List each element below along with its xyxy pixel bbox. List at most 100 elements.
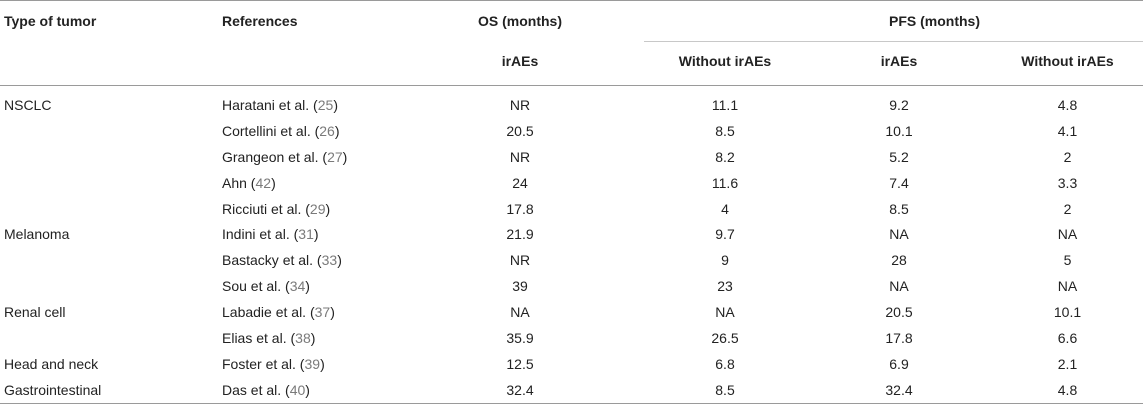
cell-os-without-iraes: 9.7 — [715, 226, 735, 243]
header-os-group: OS (months) — [396, 0, 644, 42]
cell-pfs-without-iraes: 4.8 — [992, 376, 1143, 404]
cell-pfs-iraes: 10.1 — [885, 122, 913, 139]
cell-os-iraes: NA — [510, 304, 530, 321]
cell-pfs-iraes: NA — [889, 278, 909, 295]
cell-tumor-type — [0, 247, 222, 273]
cell-os-iraes: 17.8 — [506, 200, 534, 217]
cell-os-without-iraes: 8.5 — [715, 122, 735, 139]
reference-number-link[interactable]: 31 — [298, 226, 314, 243]
cell-reference: Bastacky et al. (33) — [222, 252, 342, 269]
cell-os-without-iraes: 23 — [717, 278, 733, 295]
reference-author: Das et al. — [222, 381, 282, 398]
cell-pfs-iraes: NA — [889, 226, 909, 243]
cell-pfs-iraes: 32.4 — [806, 376, 992, 404]
cell-reference: Elias et al. (38) — [222, 329, 316, 346]
reference-author: Sou et al. — [222, 278, 282, 295]
reference-number-link[interactable]: 29 — [309, 200, 326, 217]
subheader-os-without-iraes: Without irAEs — [644, 41, 806, 80]
cell-pfs-iraes: 28 — [891, 252, 907, 269]
cell-os-iraes: NR — [509, 96, 531, 113]
reference-number-link[interactable]: 25 — [317, 96, 334, 113]
cell-os-iraes: 24 — [512, 174, 528, 191]
cell-pfs-without-iraes: 4.8 — [1057, 96, 1078, 113]
subheader-pfs-without-iraes: Without irAEs — [992, 41, 1143, 80]
cell-os-iraes: NR — [509, 252, 531, 269]
cell-pfs-without-iraes: 5 — [1063, 252, 1072, 269]
cell-tumor-type: Renal cell — [4, 304, 66, 321]
reference-number-link[interactable]: 26 — [319, 122, 335, 139]
reference-number-link[interactable]: 33 — [321, 252, 338, 269]
cell-pfs-iraes: 17.8 — [885, 329, 913, 346]
reference-number-link[interactable]: 37 — [314, 304, 331, 321]
cell-reference: Sou et al. (34) — [222, 278, 310, 295]
cell-os-without-iraes: 26.5 — [711, 329, 739, 346]
reference-author: Indini et al. — [222, 226, 290, 243]
cell-os-without-iraes: 9 — [721, 252, 729, 269]
cell-os-without-iraes: NA — [715, 304, 735, 321]
table-row: NSCLC Haratani et al. (25) NR 11.1 9.2 4.8 — [0, 92, 1143, 118]
cell-os-without-iraes: 11.6 — [711, 174, 739, 191]
cell-tumor-type — [0, 118, 222, 144]
cell-tumor-type: Gastrointestinal — [0, 376, 222, 404]
cell-os-without-iraes: 11.1 — [711, 96, 739, 113]
reference-number-link[interactable]: 34 — [289, 278, 306, 295]
cell-tumor-type — [0, 273, 222, 299]
cell-tumor-type: Head and neck — [4, 355, 99, 372]
cell-pfs-iraes: 6.9 — [889, 355, 909, 372]
cell-pfs-iraes: 8.5 — [889, 200, 909, 217]
reference-number-link[interactable]: 39 — [304, 355, 321, 372]
cell-tumor-type — [0, 170, 222, 196]
table-row: Melanoma Indini et al. (31) 21.9 9.7 NA NA — [0, 221, 1143, 247]
cell-reference: Ricciuti et al. (29) — [222, 200, 331, 217]
table-row: Ricciuti et al. (29) 17.8 4 8.5 2 — [0, 196, 1143, 222]
cell-tumor-type: NSCLC — [4, 96, 52, 113]
cell-os-without-iraes: 6.8 — [715, 355, 735, 372]
reference-number-link[interactable]: 27 — [327, 148, 343, 165]
cell-os-iraes: 32.4 — [396, 376, 644, 404]
reference-number-link[interactable]: 40 — [289, 381, 306, 398]
cell-os-iraes: 20.5 — [506, 122, 534, 139]
cell-os-without-iraes: 4 — [721, 200, 729, 217]
cell-reference: Labadie et al. (37) — [222, 304, 335, 321]
reference-author: Labadie et al. — [222, 304, 307, 321]
reference-author: Haratani et al. — [222, 96, 310, 113]
cell-reference: Cortellini et al. (26) — [222, 122, 340, 139]
cell-tumor-type: Melanoma — [4, 226, 70, 243]
table-row: Ahn (42) 24 11.6 7.4 3.3 — [0, 170, 1143, 196]
reference-number-link[interactable]: 42 — [255, 174, 272, 191]
cell-os-without-iraes: 8.2 — [715, 148, 735, 165]
table-row: Elias et al. (38) 35.9 26.5 17.8 6.6 — [0, 325, 1143, 351]
subheader-row: irAEs Without irAEs irAEs Without irAEs — [0, 41, 1143, 80]
cell-reference: Haratani et al. (25) — [222, 96, 338, 113]
table-row: Head and neck Foster et al. (39) 12.5 6.8 6.… — [0, 351, 1143, 377]
table-body: NSCLC Haratani et al. (25) NR 11.1 9.2 4.8 Cor… — [0, 86, 1143, 404]
cell-reference: Ahn (42) — [222, 174, 276, 191]
results-table: Type of tumor References OS (months) PFS… — [0, 0, 1143, 404]
table-row: Sou et al. (34) 39 23 NA NA — [0, 273, 1143, 299]
cell-reference: Das et al. (40) — [222, 376, 396, 404]
subheader-os-iraes: irAEs — [501, 52, 539, 69]
header-type-of-tumor: Type of tumor — [0, 0, 222, 42]
reference-author: Ahn — [222, 174, 247, 191]
table-row: Renal cell Labadie et al. (37) NA NA 20.5 10.… — [0, 299, 1143, 325]
table-row: Bastacky et al. (33) NR 9 28 5 — [0, 247, 1143, 273]
reference-author: Cortellini et al. — [222, 122, 311, 139]
header-row: Type of tumor References OS (months) PFS… — [0, 0, 1143, 42]
cell-tumor-type — [0, 196, 222, 222]
reference-author: Foster et al. — [222, 355, 296, 372]
cell-pfs-without-iraes: 2.1 — [1057, 355, 1078, 372]
cell-pfs-iraes: 9.2 — [889, 96, 909, 113]
header-references: References — [222, 0, 396, 42]
cell-pfs-without-iraes: 4.1 — [1057, 122, 1078, 139]
cell-os-iraes: 21.9 — [506, 226, 534, 243]
reference-author: Elias et al. — [222, 329, 287, 346]
reference-author: Grangeon et al. — [222, 148, 319, 165]
cell-pfs-without-iraes: 10.1 — [1053, 304, 1082, 321]
reference-number-link[interactable]: 38 — [295, 329, 311, 346]
cell-tumor-type — [0, 144, 222, 170]
cell-reference: Grangeon et al. (27) — [222, 148, 348, 165]
subheader-pfs-iraes: irAEs — [806, 41, 992, 80]
cell-reference: Indini et al. (31) — [222, 226, 319, 243]
cell-os-iraes: 12.5 — [506, 355, 534, 372]
reference-author: Ricciuti et al. — [222, 200, 302, 217]
